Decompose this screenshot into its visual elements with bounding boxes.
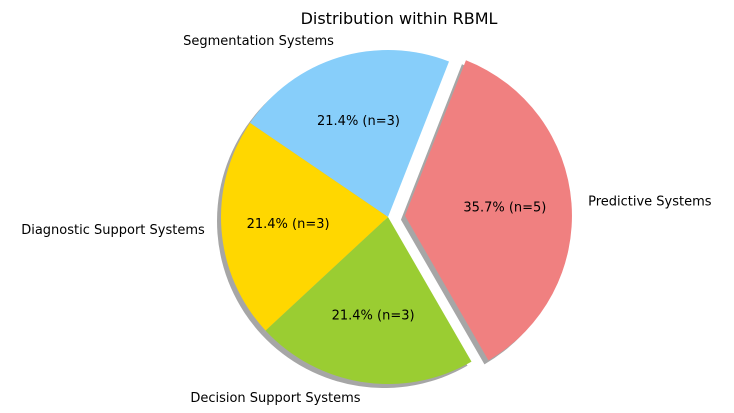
slice-percent-predictive-systems: 35.7% (n=5) (463, 201, 546, 216)
label-layer: Predictive Systems 35.7% (n=5) Segmentatio… (21, 34, 712, 406)
pie-slice-predictive-systems (404, 60, 572, 361)
pie-slice-diagnostic-support-systems (221, 122, 388, 331)
slice-percent-decision-support-systems: 21.4% (n=3) (332, 309, 415, 324)
slice-percent-segmentation-systems: 21.4% (n=3) (317, 114, 400, 129)
slice-label-decision-support-systems: Decision Support Systems (190, 391, 360, 406)
chart-title: Distribution within RBML (301, 9, 498, 28)
slice-layer (221, 49, 572, 385)
pie-slice-decision-support-systems (265, 217, 472, 385)
slice-label-predictive-systems: Predictive Systems (588, 195, 712, 210)
slice-label-segmentation-systems: Segmentation Systems (183, 34, 334, 49)
pie-slice-segmentation-systems (250, 49, 450, 217)
slice-label-diagnostic-support-systems: Diagnostic Support Systems (21, 223, 205, 238)
slice-percent-diagnostic-support-systems: 21.4% (n=3) (247, 217, 330, 232)
